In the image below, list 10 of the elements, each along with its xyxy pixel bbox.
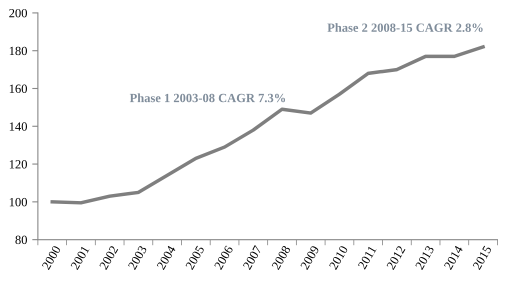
annotation: Phase 2 2008-15 CAGR 2.8%	[327, 23, 483, 32]
annotation: Phase 1 2003-08 CAGR 7.3%	[130, 93, 286, 102]
y-tick-label: 80	[15, 236, 27, 244]
y-tick-label: 200	[9, 8, 27, 18]
y-tick-label: 100	[10, 198, 27, 206]
line-series	[50, 45, 485, 205]
y-tick-label: 160	[10, 84, 27, 93]
y-tick-label: 120	[10, 160, 27, 169]
y-tick-label: 180	[10, 46, 27, 56]
y-tick-label: 140	[10, 122, 27, 131]
